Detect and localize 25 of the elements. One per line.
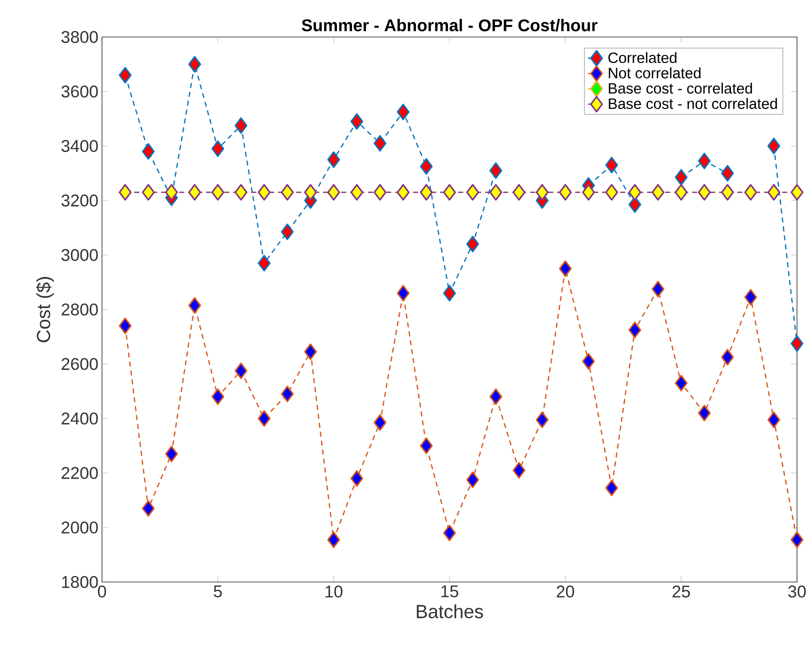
y-tick-label: 1800 (62, 576, 98, 588)
y-tick-label: 3400 (61, 140, 98, 152)
legend-label: Not correlated (608, 67, 701, 78)
y-tick-label: 2400 (62, 412, 98, 424)
legend-label: Base cost - correlated (608, 82, 752, 94)
chart-title: Summer - Abnormal - OPF Cost/hour (302, 18, 598, 32)
x-tick-label: 5 (214, 586, 222, 598)
x-tick-label: 10 (326, 586, 342, 598)
y-tick-label: 2800 (62, 304, 98, 316)
y-tick-label: 3600 (61, 85, 98, 98)
y-tick-label: 2200 (62, 467, 98, 479)
x-tick-label: 15 (441, 586, 458, 598)
x-tick-label: 25 (672, 586, 690, 598)
legend-label: Correlated (608, 52, 676, 64)
x-tick-label: 30 (788, 586, 806, 598)
x-tick-label: 0 (98, 586, 106, 598)
y-tick-label: 3200 (61, 194, 98, 206)
y-tick-label: 3800 (61, 30, 98, 43)
y-axis-title: Cost ($) (36, 277, 54, 342)
y-tick-label: 2000 (62, 522, 98, 534)
x-tick-label: 20 (556, 586, 574, 598)
y-tick-label: 3000 (61, 249, 98, 261)
x-axis-title: Batches (416, 604, 484, 618)
y-tick-label: 2600 (62, 358, 98, 370)
legend-label: Base cost - not correlated (608, 98, 777, 109)
